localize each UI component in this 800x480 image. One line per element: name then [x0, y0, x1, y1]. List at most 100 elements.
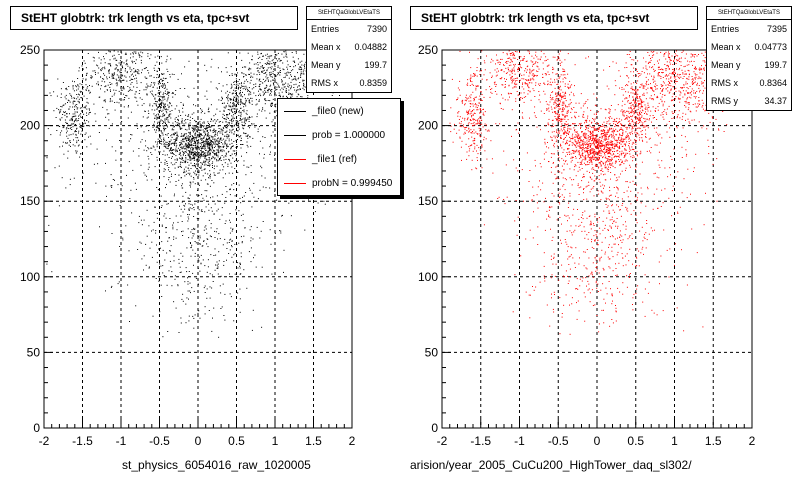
scatter-point	[531, 55, 533, 57]
scatter-point	[596, 147, 598, 149]
scatter-point	[578, 154, 580, 156]
scatter-point	[222, 244, 224, 246]
scatter-point	[564, 132, 566, 134]
scatter-point	[563, 132, 565, 133]
scatter-point	[120, 77, 122, 79]
scatter-point	[567, 73, 569, 75]
scatter-point	[171, 128, 173, 130]
scatter-point	[209, 137, 211, 138]
scatter-point	[582, 143, 583, 145]
scatter-point	[180, 143, 182, 145]
scatter-point	[234, 108, 236, 109]
scatter-point	[323, 200, 325, 202]
scatter-point	[620, 153, 622, 155]
scatter-point	[271, 60, 273, 62]
scatter-point	[208, 209, 210, 211]
scatter-point	[248, 166, 250, 168]
scatter-point	[207, 144, 209, 146]
scatter-point	[85, 132, 87, 134]
scatter-point	[132, 62, 134, 64]
scatter-point	[262, 107, 264, 109]
scatter-point	[535, 61, 537, 63]
scatter-point	[192, 315, 194, 317]
scatter-point	[552, 68, 553, 70]
scatter-point	[167, 146, 169, 148]
scatter-point	[235, 84, 237, 86]
scatter-point	[194, 141, 196, 143]
scatter-point	[474, 113, 476, 114]
scatter-point	[513, 79, 515, 81]
scatter-point	[205, 145, 207, 147]
scatter-point	[570, 153, 572, 155]
scatter-point	[119, 78, 121, 80]
scatter-point	[517, 94, 519, 96]
scatter-point	[257, 70, 259, 72]
scatter-point	[188, 146, 190, 148]
scatter-point	[65, 142, 67, 144]
scatter-point	[247, 134, 249, 136]
scatter-point	[237, 160, 239, 162]
scatter-point	[480, 109, 482, 111]
scatter-point	[235, 209, 237, 211]
scatter-point	[126, 62, 128, 64]
scatter-point	[209, 297, 211, 299]
scatter-point	[163, 143, 165, 145]
scatter-point	[219, 158, 221, 160]
scatter-point	[235, 155, 237, 157]
scatter-point	[283, 86, 285, 88]
scatter-point	[178, 109, 180, 111]
scatter-point	[551, 108, 553, 110]
scatter-point	[184, 88, 186, 89]
scatter-point	[113, 74, 115, 76]
scatter-point	[226, 124, 228, 126]
scatter-point	[543, 53, 545, 55]
scatter-point	[271, 103, 272, 105]
scatter-point	[203, 126, 205, 128]
scatter-point	[559, 59, 561, 61]
scatter-point	[287, 71, 289, 73]
scatter-point	[95, 120, 97, 122]
scatter-point	[567, 109, 569, 111]
scatter-point	[242, 127, 244, 129]
scatter-point	[266, 85, 268, 87]
scatter-point	[220, 149, 222, 151]
scatter-point	[258, 71, 260, 73]
scatter-point	[603, 147, 605, 149]
scatter-point	[182, 230, 184, 232]
scatter-point	[200, 146, 201, 148]
scatter-point	[190, 175, 192, 177]
scatter-point	[130, 74, 132, 76]
scatter-point	[194, 164, 196, 166]
scatter-point	[154, 82, 156, 84]
scatter-point	[251, 88, 253, 90]
scatter-point	[185, 114, 187, 116]
scatter-point	[231, 73, 233, 75]
scatter-point	[619, 140, 621, 141]
scatter-point	[264, 98, 265, 100]
scatter-point	[259, 126, 260, 128]
scatter-point	[510, 71, 512, 73]
scatter-point	[153, 146, 155, 148]
scatter-point	[252, 238, 254, 240]
scatter-point	[473, 142, 475, 144]
scatter-point	[218, 150, 220, 152]
scatter-point	[143, 269, 144, 271]
scatter-point	[138, 93, 140, 94]
scatter-point	[475, 89, 477, 91]
scatter-point	[554, 87, 556, 89]
scatter-point	[588, 127, 589, 129]
scatter-point	[565, 105, 567, 107]
scatter-point	[165, 85, 166, 87]
scatter-point	[571, 138, 573, 139]
scatter-point	[136, 86, 138, 88]
scatter-point	[70, 145, 71, 147]
scatter-point	[162, 109, 164, 111]
scatter-point	[280, 96, 281, 98]
scatter-point	[241, 124, 243, 126]
scatter-point	[190, 138, 192, 140]
scatter-point	[181, 122, 183, 124]
scatter-point	[89, 92, 91, 94]
scatter-point	[603, 148, 605, 150]
scatter-point	[180, 177, 182, 178]
scatter-point	[588, 150, 590, 151]
